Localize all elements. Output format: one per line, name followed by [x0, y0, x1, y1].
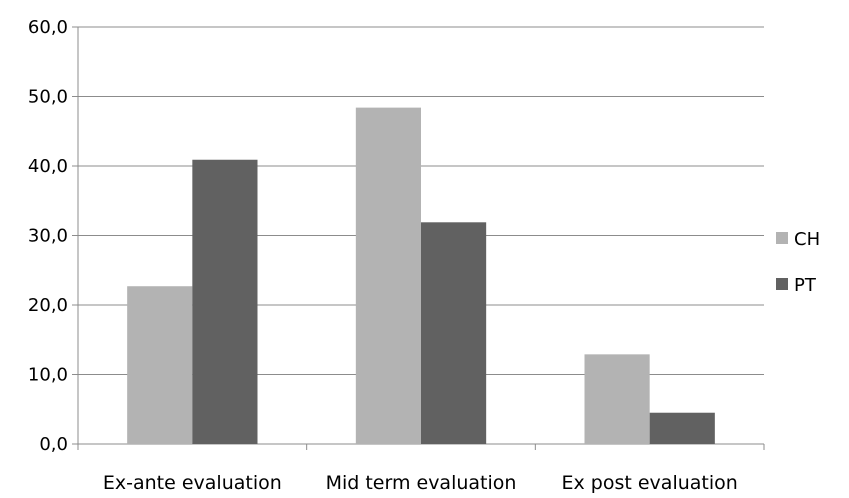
bar-ch-2	[355, 107, 421, 445]
x-category-label: Ex-ante evaluation	[103, 472, 282, 493]
bar-ch-1	[127, 286, 193, 444]
y-axis-tick-labels: 0,0 10,0 20,0 30,0 40,0 50,0 60,0	[28, 17, 68, 455]
bar-pt-3	[649, 412, 715, 444]
y-tick-label: 0,0	[39, 434, 68, 455]
bar-ch-3	[584, 354, 650, 444]
bar-pt-2	[421, 222, 487, 444]
legend-swatch-pt	[776, 278, 788, 290]
legend-swatch-ch	[776, 232, 788, 244]
y-tick-label: 10,0	[28, 365, 68, 386]
x-category-label: Mid term evaluation	[326, 472, 517, 493]
bar-pt-1	[192, 159, 258, 444]
y-tick-label: 30,0	[28, 226, 68, 247]
y-tick-label: 20,0	[28, 295, 68, 316]
bars	[127, 107, 715, 445]
legend-label-pt: PT	[794, 275, 817, 296]
legend: CH PT	[776, 229, 820, 296]
y-tick-label: 60,0	[28, 17, 68, 38]
y-tick-label: 40,0	[28, 156, 68, 177]
legend-label-ch: CH	[794, 229, 820, 250]
y-tick-label: 50,0	[28, 87, 68, 108]
x-category-label: Ex post evaluation	[562, 472, 738, 493]
x-axis-category-labels: Ex-ante evaluation Mid term evaluation Ex …	[103, 472, 738, 494]
